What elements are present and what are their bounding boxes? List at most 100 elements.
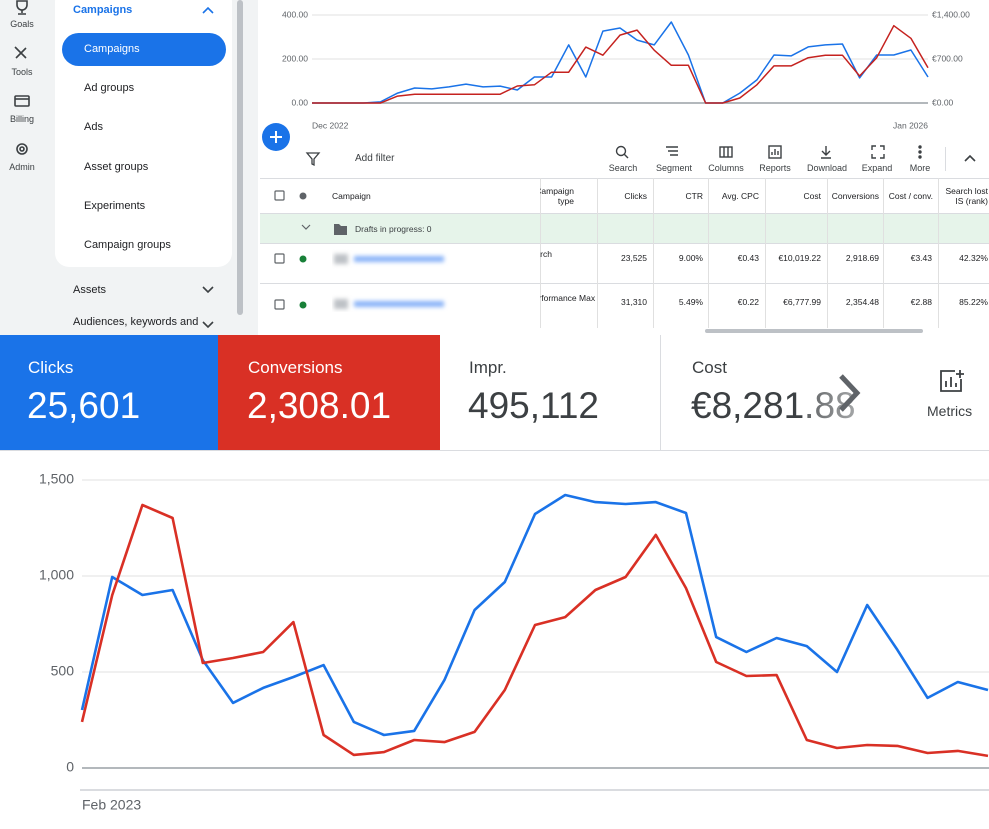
col-header[interactable]: Campaign type (540, 186, 574, 206)
sidebar-item[interactable]: Ads (84, 121, 103, 133)
table-cell: 85.22% (959, 297, 988, 307)
y-tick-label: 400.00 (282, 9, 308, 19)
col-border (708, 178, 709, 328)
series-line (80, 493, 989, 737)
row-border (260, 213, 989, 214)
sidebar-item[interactable]: Campaign groups (84, 239, 171, 251)
x-tick-label: Feb 2023 (82, 797, 141, 813)
sidebar-item[interactable]: Asset groups (84, 161, 149, 173)
tools-icon (14, 46, 27, 59)
nav-label[interactable]: Admin (9, 162, 35, 172)
table-cell: €0.43 (737, 253, 759, 263)
sidebar-header[interactable]: Campaigns (73, 4, 133, 16)
col-header[interactable]: Cost / conv. (888, 191, 933, 201)
table-cell: 5.49% (678, 297, 703, 307)
goals-icon (16, 0, 28, 15)
nav-label[interactable]: Goals (10, 19, 34, 29)
next-chevron[interactable] (835, 372, 865, 414)
selected-pill[interactable] (62, 33, 226, 66)
table-cell: €6,777.99 (783, 297, 821, 307)
col-border (827, 178, 828, 328)
x-tick-label: Jan 2026 (893, 120, 928, 130)
tool-label[interactable]: Reports (759, 163, 791, 173)
tool-label[interactable]: Search (608, 163, 638, 173)
filter-icon[interactable] (305, 151, 321, 167)
divider (945, 147, 946, 171)
y-tick-label: 500 (51, 663, 75, 679)
table-cell: Performance Max (540, 293, 596, 303)
x-tick-label: Dec 2022 (312, 120, 349, 130)
y2-tick-label: €1,400.00 (932, 9, 970, 19)
y-tick-label: 200.00 (282, 53, 308, 63)
tool-label[interactable]: More (909, 163, 931, 173)
scorecard-value: 495,112 (468, 385, 599, 426)
col-header[interactable]: Avg. CPC (721, 191, 759, 201)
nav-label[interactable]: Tools (11, 67, 33, 77)
collapse-chevron[interactable] (962, 151, 978, 165)
table-cell: 2,918.69 (845, 253, 879, 263)
h-scrollbar[interactable] (705, 329, 923, 333)
tool-icons (615, 145, 922, 159)
series-line (80, 503, 989, 758)
col-border (765, 178, 766, 328)
scorecard-value: 2,308.01 (247, 385, 392, 426)
table-cell: 23,525 (621, 253, 647, 263)
col-header[interactable]: CTR (685, 191, 703, 201)
y-tick-label: 1,500 (39, 471, 74, 487)
billing-icon (14, 95, 30, 107)
col-header[interactable]: Conversions (831, 191, 879, 201)
tool-label[interactable]: Segment (655, 163, 693, 173)
add-button[interactable] (261, 122, 293, 154)
col-header[interactable]: Campaign (332, 191, 371, 201)
scrollbar[interactable] (237, 0, 243, 315)
chevron-up[interactable] (200, 4, 216, 16)
col-border (597, 178, 598, 328)
series-line (312, 24, 929, 104)
y-tick-label: 0 (66, 759, 74, 775)
trend-chart: 0 500 1,000 1,500 Feb 2023 (39, 471, 989, 813)
tool-label[interactable]: Columns (708, 163, 744, 173)
col-border (883, 178, 884, 328)
scorecard[interactable] (218, 335, 440, 450)
series-line (312, 21, 929, 104)
drafts-row (260, 213, 989, 243)
metrics-label[interactable]: Metrics (927, 403, 973, 419)
table-cell: €0.22 (737, 297, 759, 307)
drafts-label[interactable]: Drafts in progress: 0 (355, 224, 432, 234)
folder-icon (334, 224, 347, 235)
tool-label[interactable]: Expand (861, 163, 893, 173)
table-cell: €10,019.22 (778, 253, 821, 263)
row-border (260, 178, 989, 179)
table-cell: 31,310 (621, 297, 647, 307)
row-border (260, 283, 989, 284)
nav-label[interactable]: Billing (9, 114, 34, 124)
col-border (540, 178, 541, 328)
sidebar-section[interactable]: Assets (73, 284, 107, 296)
add-filter[interactable]: Add filter (355, 153, 395, 164)
col-header[interactable]: Clicks (624, 191, 647, 201)
scorecard[interactable] (0, 335, 218, 450)
table-cell: 9.00% (678, 253, 703, 263)
y2-tick-label: €700.00 (932, 53, 963, 63)
y2-tick-label: €0.00 (932, 97, 954, 107)
scorecard-label: Clicks (28, 358, 74, 377)
nav-icons (14, 0, 30, 155)
table-cell: 42.32% (959, 253, 988, 263)
campaign-names (334, 224, 444, 309)
tool-label[interactable]: Download (806, 163, 848, 173)
row-border (260, 243, 989, 244)
sidebar-section[interactable]: Audiences, keywords and (73, 316, 199, 328)
scorecard-label: Cost (692, 358, 727, 377)
chevrons-down[interactable] (200, 283, 216, 333)
overview-chart: 0.00 200.00 400.00 €0.00 €700.00 €1,400.00 Dec… (282, 9, 970, 130)
sidebar-item[interactable]: Ad groups (84, 82, 135, 94)
table-cell: €3.43 (910, 253, 932, 263)
sidebar-item[interactable]: Experiments (84, 200, 146, 212)
sidebar-item[interactable]: Campaigns (84, 43, 140, 55)
col-header[interactable]: Search lost IS (rank) (945, 186, 988, 206)
metrics-icon[interactable] (938, 368, 966, 396)
col-header[interactable]: Cost (803, 191, 821, 201)
col-border (938, 178, 939, 328)
y-tick-label: 1,000 (39, 567, 74, 583)
